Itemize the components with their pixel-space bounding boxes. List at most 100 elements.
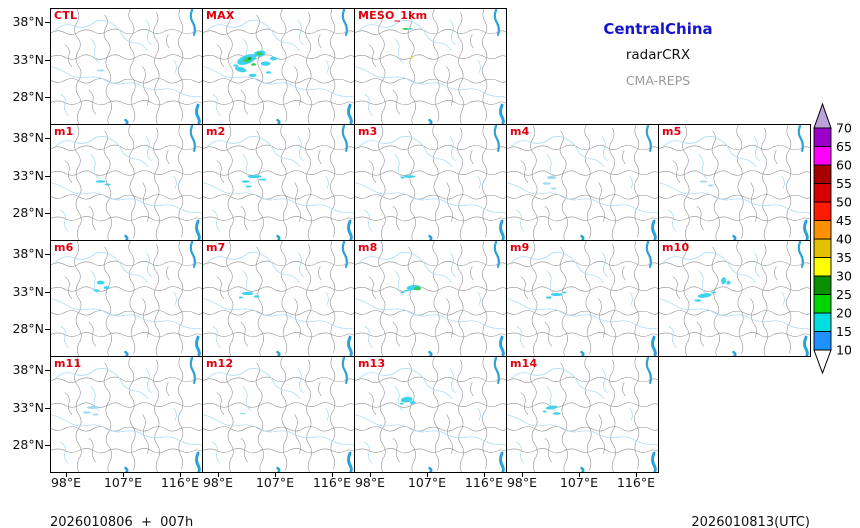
panel-map-m14 [507,357,658,472]
panel-label-m1: m1 [54,125,74,138]
panel-label-m14: m14 [510,357,538,370]
lon-label-col3-1: 107°E [559,475,598,490]
panel-m9: m9 [506,240,659,357]
panel-label-CTL: CTL [54,9,78,22]
colorbar-label-60: 60 [836,158,852,173]
footer-valid-times: 2026010813(UTC) 2026010821(CST) [691,483,810,528]
panel-map-m11 [51,357,202,472]
panel-label-m7: m7 [206,241,226,254]
lon-tick [427,472,428,477]
panel-m13: m13 [354,356,507,473]
lon-tick [579,472,580,477]
panel-label-m4: m4 [510,125,530,138]
lon-label-col1-0: 98°E [202,475,234,490]
colorbar-label-65: 65 [836,139,852,154]
panel-MESO_1km: MESO_1km [354,8,507,125]
panel-map-m12 [203,357,354,472]
panel-m10: m10 [658,240,811,357]
lon-label-col3-2: 116°E [616,475,655,490]
lat-tick [45,408,50,409]
lon-label-col1-2: 116°E [312,475,351,490]
panel-label-m6: m6 [54,241,74,254]
panel-label-MESO_1km: MESO_1km [358,9,428,22]
lat-tick [45,22,50,23]
lat-tick [45,138,50,139]
panel-label-MAX: MAX [206,9,235,22]
footer-init-line1: 2026010806 + 007h [50,515,194,528]
title-product: radarCRX [625,47,691,63]
colorbar-label-55: 55 [836,176,852,191]
lon-tick [180,472,181,477]
colorbar-seg-3 [813,275,832,295]
panel-map-m1 [51,125,202,240]
lat-tick [45,370,50,371]
panel-m3: m3 [354,124,507,241]
panel-m7: m7 [202,240,355,357]
lon-label-col1-1: 107°E [255,475,294,490]
lat-label-row1-2: 28°N [12,205,44,220]
lat-tick [45,176,50,177]
lon-label-col2-2: 116°E [464,475,503,490]
lon-label-col0-1: 107°E [103,475,142,490]
lat-label-row1-0: 38°N [12,130,44,145]
panel-map-m6 [51,241,202,356]
panel-map-MESO_1km [355,9,506,124]
lat-label-row2-1: 33°N [12,284,44,299]
panel-m14: m14 [506,356,659,473]
colorbar-label-25: 25 [836,287,852,302]
colorbar-seg-11 [813,127,832,147]
lat-label-row3-0: 38°N [12,362,44,377]
panel-MAX: MAX [202,8,355,125]
panel-m2: m2 [202,124,355,241]
lat-label-row2-2: 28°N [12,321,44,336]
panel-map-m4 [507,125,658,240]
colorbar-label-30: 30 [836,269,852,284]
colorbar: 10 15 20 25 30 35 40 45 50 55 60 65 70 [800,96,860,382]
title-region: CentralChina [603,20,713,38]
panel-map-CTL [51,9,202,124]
lat-tick [45,213,50,214]
colorbar-label-35: 35 [836,250,852,265]
colorbar-label-50: 50 [836,195,852,210]
lon-label-col0-0: 98°E [50,475,82,490]
panel-map-m8 [355,241,506,356]
lon-tick [123,472,124,477]
footer-init-times: 2026010806 + 007h 2026010814 + 007h [50,483,193,528]
lat-label-row0-0: 38°N [12,14,44,29]
footer-valid-utc: 2026010813(UTC) [691,515,810,528]
lat-label-row1-1: 33°N [12,168,44,183]
panel-map-m13 [355,357,506,472]
lat-label-row3-2: 28°N [12,437,44,452]
lon-tick [332,472,333,477]
colorbar-seg-10 [813,146,832,166]
colorbar-label-10: 10 [836,343,852,358]
lon-tick [370,472,371,477]
lat-tick [45,60,50,61]
colorbar-seg-2 [813,294,832,314]
panel-m4: m4 [506,124,659,241]
lon-tick [218,472,219,477]
colorbar-seg-0 [813,331,832,351]
colorbar-seg-1 [813,312,832,332]
colorbar-svg: 10 15 20 25 30 35 40 45 50 55 60 65 70 [813,102,852,375]
panel-label-m5: m5 [662,125,682,138]
lon-label-col2-0: 98°E [354,475,386,490]
panel-map-m9 [507,241,658,356]
colorbar-arrow-top [813,102,832,129]
colorbar-seg-6 [813,220,832,240]
panel-m11: m11 [50,356,203,473]
lat-label-row2-0: 38°N [12,246,44,261]
lat-tick [45,329,50,330]
panel-label-m8: m8 [358,241,378,254]
panel-m8: m8 [354,240,507,357]
panel-label-m9: m9 [510,241,530,254]
lat-label-row3-1: 33°N [12,400,44,415]
lat-label-row0-2: 28°N [12,89,44,104]
panel-label-m11: m11 [54,357,82,370]
colorbar-arrow-bottom [813,349,832,375]
colorbar-seg-4 [813,257,832,277]
panel-CTL: CTL [50,8,203,125]
panel-m6: m6 [50,240,203,357]
panel-label-m13: m13 [358,357,386,370]
panel-m1: m1 [50,124,203,241]
